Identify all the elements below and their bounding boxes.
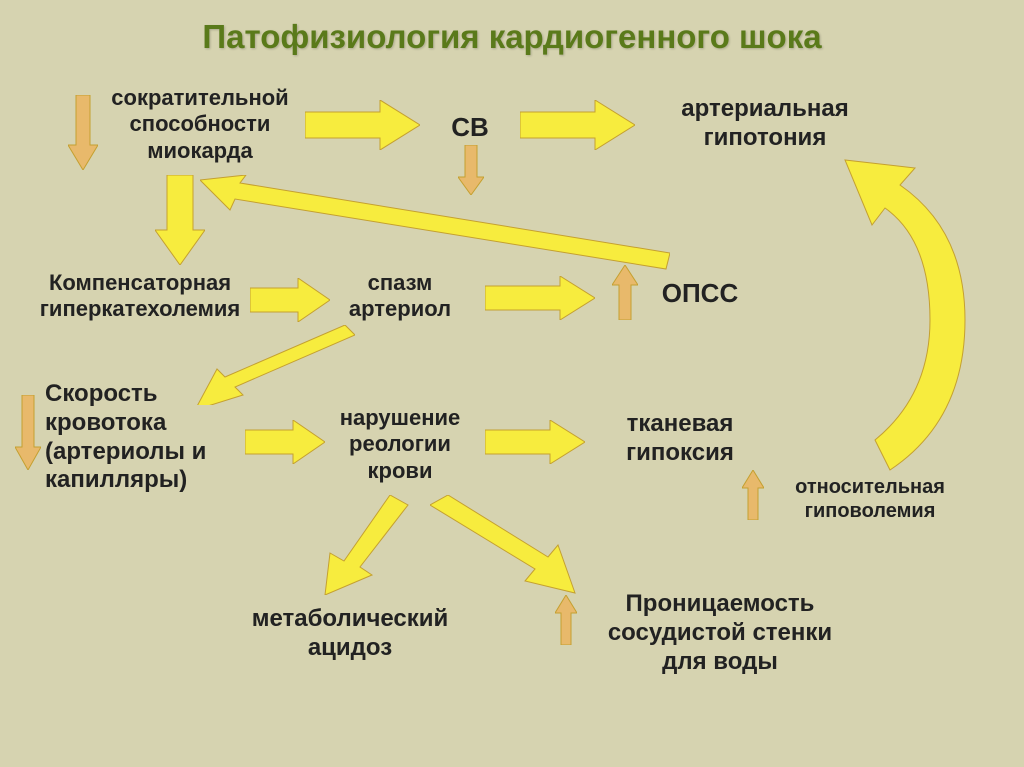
arrow-down-icon [15,395,41,470]
node-hypercatecholemia: Компенсаторнаягиперкатехолемия [20,270,260,323]
arrow-up-icon [555,595,577,645]
arrow-right-icon [245,420,325,464]
node-arteriole-spasm: спазмартериол [320,270,480,323]
diagram-title: Патофизиология кардиогенного шока [0,18,1024,56]
arrow-diagonal-icon [430,495,580,595]
arrow-up-icon [742,470,764,520]
node-contractility: сократительнойспособностимиокарда [100,85,300,164]
node-sv: СВ [440,112,500,143]
arrow-right-icon [305,100,420,150]
node-tissue-hypoxia: тканеваягипоксия [590,410,770,468]
arrow-right-icon [485,276,595,320]
arrow-right-icon [250,278,330,322]
node-permeability: Проницаемостьсосудистой стенкидля воды [580,590,860,676]
node-relative-hypovolemia: относительнаягиповолемия [760,475,980,523]
arrow-curved-up-icon [790,140,990,480]
arrow-diagonal-icon [320,495,410,595]
arrow-diagonal-icon [195,325,355,405]
node-rheology: нарушениереологиикрови [320,405,480,484]
arrow-right-icon [520,100,635,150]
node-opss: ОПСС [640,278,760,309]
node-metabolic-acidosis: метаболическийацидоз [230,605,470,663]
arrow-diagonal-icon [200,175,670,275]
arrow-down-icon [155,175,205,265]
arrow-down-icon [68,95,98,170]
arrow-right-icon [485,420,585,464]
